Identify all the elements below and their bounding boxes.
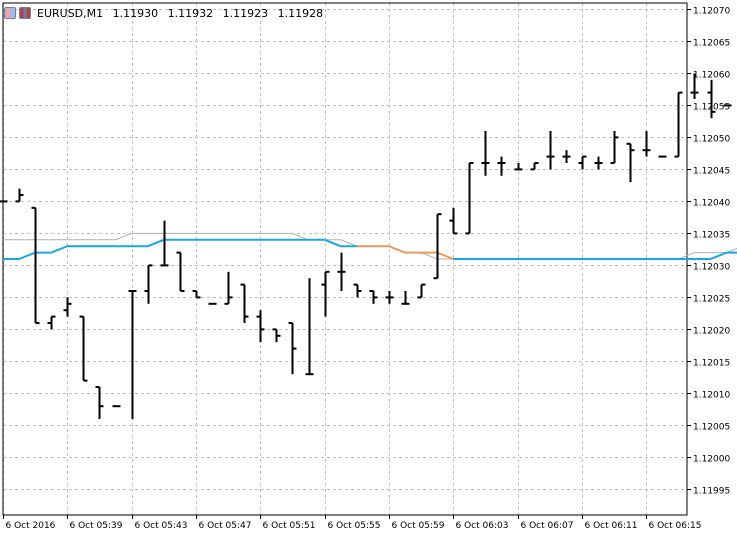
time-tick-label: 6 Oct 05:59 [392, 521, 445, 531]
time-tick-label: 6 Oct 05:51 [263, 521, 316, 531]
ohlc-bar [95, 386, 104, 419]
ohlc-bar [144, 264, 153, 304]
ma-main-path-start [3, 238, 357, 260]
ohlc-bar [337, 252, 346, 291]
ohlc-bar [594, 156, 603, 170]
header-icons [4, 7, 31, 19]
ohlc-bar [433, 213, 442, 280]
time-tick-label: 6 Oct 05:47 [199, 521, 252, 531]
ohlc-bar [707, 79, 716, 119]
ohlc-bar [160, 220, 169, 267]
ohlc-bar [578, 155, 587, 170]
ohlc-bar [385, 291, 394, 304]
chart-header: EURUSD,M1 1.11930 1.11932 1.11923 1.1192… [4, 4, 329, 22]
ohlc-bar [417, 283, 426, 299]
low-price: 1.11923 [222, 6, 269, 20]
ohlc-bar [224, 271, 233, 305]
time-tick-label: 6 Oct 05:39 [70, 521, 123, 531]
price-tick-label: 1.12070 [693, 7, 730, 17]
ohlc-bar [176, 251, 185, 292]
time-tick-label: 6 Oct 06:11 [585, 521, 638, 531]
price-tick-label: 1.12065 [693, 39, 730, 49]
symbol-timeframe: EURUSD,M1 [37, 6, 104, 20]
ohlc-bar [321, 270, 330, 317]
ohlc-bar [530, 162, 539, 171]
time-tick-label: 6 Oct 06:15 [649, 521, 702, 531]
price-tick-label: 1.12055 [693, 103, 730, 113]
ohlc-bar [562, 150, 571, 163]
high-price: 1.11932 [167, 6, 214, 20]
price-tick-label: 1.12015 [693, 359, 730, 369]
chart-title: EURUSD,M1 1.11930 1.11932 1.11923 1.1192… [37, 7, 329, 20]
ohlc-bar [47, 315, 56, 330]
ohlc-bar [256, 310, 265, 343]
ma-main-path-end [453, 251, 737, 260]
time-tick-label: 6 Oct 05:55 [328, 521, 381, 531]
time-tick-label: 6 Oct 2016 [6, 521, 56, 531]
grid-lines [3, 3, 687, 515]
price-tick-label: 1.12030 [693, 263, 730, 273]
ohlc-bar [79, 315, 88, 382]
ohlc-bar [449, 207, 458, 235]
price-tick-label: 1.12040 [693, 199, 730, 209]
time-tick-label: 6 Oct 06:07 [521, 521, 574, 531]
ohlc-bar [626, 142, 635, 183]
ohlc-bar [240, 283, 249, 323]
ohlc-bar [192, 290, 201, 299]
ohlc-bar [369, 290, 378, 304]
ohlc-bar [15, 188, 24, 203]
ohlc-bar [610, 131, 619, 164]
ohlc-bar [481, 131, 490, 176]
ohlc-bar [465, 162, 474, 235]
time-tick-label: 6 Oct 06:03 [456, 521, 509, 531]
ohlc-bar [497, 156, 506, 176]
grid-toggle-icon[interactable] [4, 7, 16, 19]
ohlc-bar [128, 290, 137, 419]
ohlc-bar [690, 73, 699, 99]
price-tick-label: 1.11995 [693, 487, 730, 497]
ohlc-bar [401, 291, 410, 305]
price-tick-label: 1.12045 [693, 167, 730, 177]
price-tick-label: 1.12060 [693, 71, 730, 81]
ohlc-bar [31, 206, 40, 324]
ohlc-bar [674, 91, 683, 158]
ohlc-bar [642, 131, 651, 157]
time-axis[interactable]: 6 Oct 2016 6 Oct 05:39 6 Oct 05:43 6 Oct 05… [3, 515, 702, 531]
ohlc-bar [546, 131, 555, 170]
open-price: 1.11930 [112, 6, 159, 20]
close-price: 1.11928 [277, 6, 324, 20]
price-tick-label: 1.12020 [693, 327, 730, 337]
ohlc-bar [63, 297, 72, 317]
ohlc-bar [353, 283, 362, 298]
time-tick-label: 6 Oct 05:43 [135, 521, 188, 531]
price-tick-label: 1.12000 [693, 455, 730, 465]
price-tick-label: 1.12005 [693, 423, 730, 433]
ohlc-bars [0, 73, 732, 419]
ma-main-path-highlight [356, 245, 454, 260]
ma-main-line [3, 238, 737, 260]
bar-chart-icon[interactable] [19, 7, 31, 19]
price-tick-label: 1.12035 [693, 231, 730, 241]
ohlc-bar [288, 322, 297, 375]
ohlc-bar [305, 278, 314, 376]
price-tick-label: 1.12050 [693, 135, 730, 145]
price-tick-label: 1.12025 [693, 295, 730, 305]
ohlc-bar [272, 328, 281, 343]
price-tick-label: 1.12010 [693, 391, 730, 401]
ohlc-bar [514, 163, 523, 171]
price-axis[interactable]: 1.12070 1.12065 1.12060 1.12055 1.12050 1.120… [687, 7, 730, 497]
